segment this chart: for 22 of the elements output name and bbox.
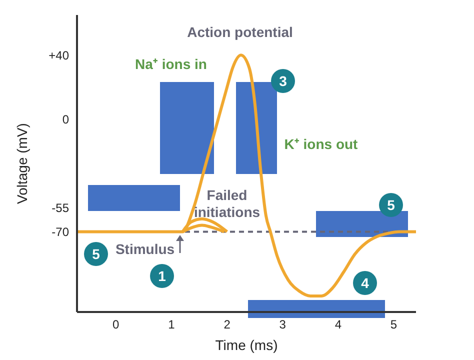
- x-tick-label: 0: [112, 318, 120, 332]
- x-axis-title: Time (ms): [215, 337, 278, 353]
- y-tick-label: -70: [52, 224, 70, 239]
- annotation: K⁺ ions out: [284, 136, 358, 153]
- annotation: 5: [379, 193, 403, 217]
- annotation: 5: [84, 242, 108, 266]
- y-axis-title: Voltage (mV): [14, 123, 30, 204]
- y-tick-label: -55: [52, 200, 70, 215]
- x-tick-label: 4: [334, 318, 342, 332]
- x-tick-label: 3: [279, 318, 286, 332]
- annotation: Stimulus: [115, 241, 175, 258]
- annotation: 1: [150, 264, 174, 288]
- annotation: Failed initiations: [192, 187, 262, 221]
- x-tick-label: 2: [224, 318, 231, 332]
- x-tick-label: 5: [390, 318, 398, 332]
- annotation: Action potential: [187, 24, 293, 41]
- annotation: 3: [271, 69, 295, 93]
- y-tick-label: 0: [62, 112, 70, 127]
- annotation: 4: [353, 271, 377, 295]
- x-tick-label: 1: [168, 318, 176, 332]
- y-tick-label: +40: [48, 48, 70, 62]
- annotation: Na⁺ ions in: [135, 56, 207, 73]
